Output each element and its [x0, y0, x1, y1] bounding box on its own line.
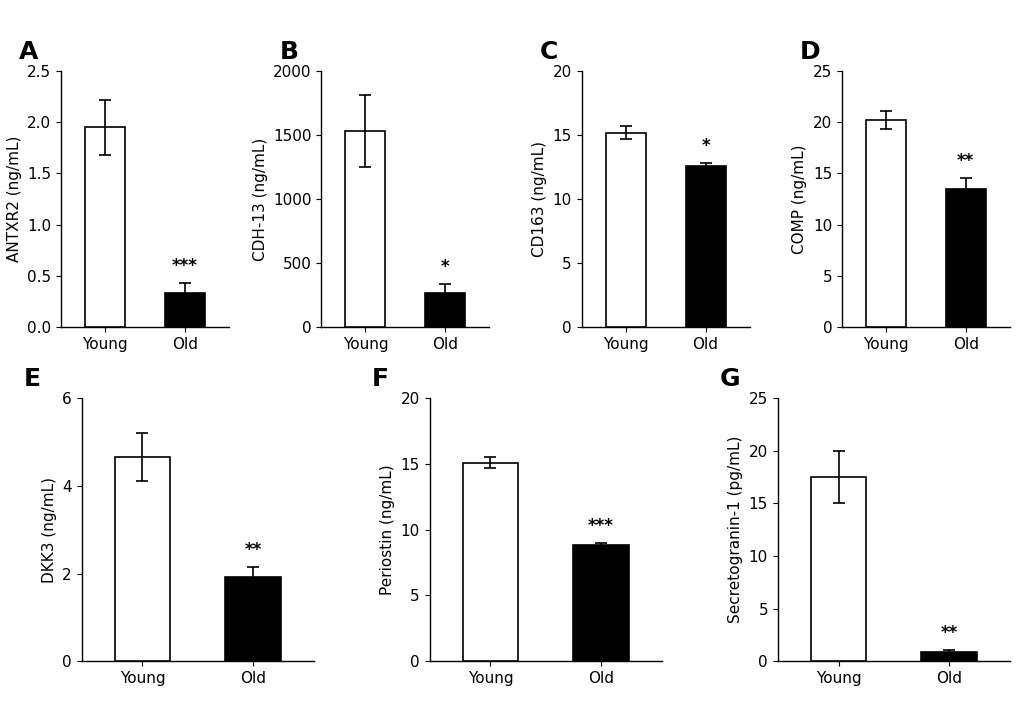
Bar [115, 457, 170, 661]
Y-axis label: CDH-13 (ng/mL): CDH-13 (ng/mL) [253, 137, 267, 261]
Bar [345, 132, 385, 327]
Text: A: A [19, 41, 39, 65]
Text: **: ** [956, 152, 973, 170]
Text: G: G [719, 367, 740, 390]
Bar [86, 127, 125, 327]
Bar [810, 477, 865, 661]
Y-axis label: CD163 (ng/mL): CD163 (ng/mL) [532, 141, 546, 257]
Bar [573, 545, 628, 661]
Bar [685, 166, 725, 327]
Bar [165, 293, 205, 327]
Bar [425, 292, 465, 327]
Text: E: E [23, 367, 41, 390]
Text: D: D [799, 41, 819, 65]
Bar [463, 463, 518, 661]
Y-axis label: DKK3 (ng/mL): DKK3 (ng/mL) [42, 476, 56, 583]
Bar [865, 120, 905, 327]
Bar [920, 652, 976, 661]
Text: C: C [539, 41, 557, 65]
Y-axis label: COMP (ng/mL): COMP (ng/mL) [792, 144, 807, 254]
Text: **: ** [244, 541, 261, 559]
Bar [225, 577, 280, 661]
Text: B: B [279, 41, 299, 65]
Text: *: * [440, 258, 449, 276]
Text: **: ** [940, 624, 957, 642]
Y-axis label: ANTXR2 (ng/mL): ANTXR2 (ng/mL) [7, 136, 21, 262]
Y-axis label: Periostin (ng/mL): Periostin (ng/mL) [380, 464, 394, 595]
Bar [605, 132, 645, 327]
Bar [945, 189, 984, 327]
Y-axis label: Secretogranin-1 (pg/mL): Secretogranin-1 (pg/mL) [728, 436, 743, 624]
Text: *: * [701, 137, 709, 155]
Text: ***: *** [172, 257, 198, 275]
Text: F: F [371, 367, 388, 390]
Text: ***: *** [587, 517, 613, 535]
